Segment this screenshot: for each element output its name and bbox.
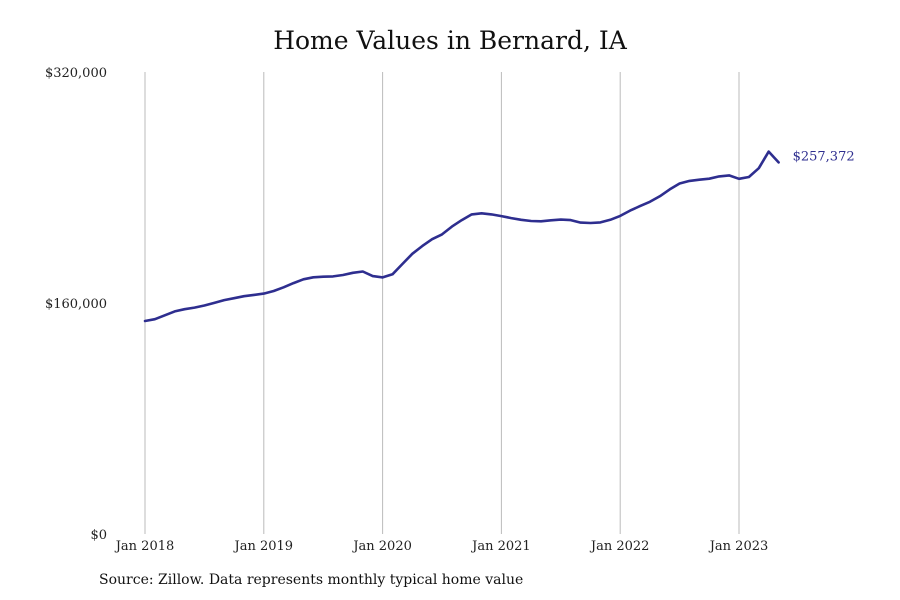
data-point (174, 310, 176, 312)
x-tick-label: Jan 2021 (470, 539, 531, 554)
data-point (273, 290, 275, 292)
chart-title: Home Values in Bernard, IA (273, 26, 627, 55)
x-tick-label: Jan 2020 (351, 539, 412, 554)
data-point (461, 219, 463, 221)
data-point (550, 219, 552, 221)
data-point (233, 297, 235, 299)
data-point (520, 219, 522, 221)
data-point (154, 318, 156, 320)
y-axis-tick-labels: $0 $160,000 $320,000 (45, 66, 107, 543)
data-point (213, 302, 215, 304)
data-point (609, 219, 611, 221)
end-value-label: $257,372 (793, 149, 855, 164)
data-point (678, 182, 680, 184)
y-tick-label: $320,000 (45, 66, 107, 81)
data-point (738, 178, 740, 180)
data-point (500, 215, 502, 217)
data-point (451, 225, 453, 227)
data-point (431, 238, 433, 240)
data-point (510, 217, 512, 219)
x-tick-label: Jan 2022 (589, 539, 650, 554)
data-point (312, 276, 314, 278)
data-point (391, 273, 393, 275)
y-tick-label: $160,000 (45, 297, 107, 312)
data-point (441, 233, 443, 235)
data-point (688, 180, 690, 182)
data-point (718, 175, 720, 177)
data-point (669, 188, 671, 190)
data-point (560, 218, 562, 220)
data-point (471, 213, 473, 215)
data-point (619, 215, 621, 217)
data-point (193, 306, 195, 308)
data-point (540, 220, 542, 222)
source-note: Source: Zillow. Data represents monthly … (99, 572, 524, 588)
grid-lines (144, 72, 740, 534)
data-point (352, 272, 354, 274)
data-point (698, 179, 700, 181)
data-point (490, 213, 492, 215)
data-point (223, 299, 225, 301)
data-point (579, 221, 581, 223)
data-point (183, 308, 185, 310)
data-point (342, 274, 344, 276)
data-point (728, 174, 730, 176)
data-point (144, 320, 146, 322)
data-point (480, 212, 482, 214)
data-point (263, 292, 265, 294)
data-point (708, 178, 710, 180)
data-point (639, 205, 641, 207)
data-point (748, 176, 750, 178)
data-point (599, 221, 601, 223)
data-point (659, 195, 661, 197)
data-point (302, 278, 304, 280)
data-point (253, 294, 255, 296)
x-tick-label: Jan 2018 (114, 539, 175, 554)
data-point (292, 282, 294, 284)
x-tick-label: Jan 2023 (708, 539, 769, 554)
x-axis-tick-labels: Jan 2018 Jan 2019 Jan 2020 Jan 2021 Jan 2022… (114, 539, 769, 554)
data-point (401, 263, 403, 265)
data-point (758, 167, 760, 169)
home-value-line (143, 150, 780, 323)
data-point (629, 209, 631, 211)
data-point (203, 304, 205, 306)
data-point (164, 314, 166, 316)
data-point (768, 150, 770, 152)
data-point (530, 220, 532, 222)
data-point (570, 219, 572, 221)
data-point (282, 286, 284, 288)
data-point (381, 276, 383, 278)
data-point (649, 201, 651, 203)
data-point (362, 270, 364, 272)
data-point (372, 275, 374, 277)
data-point (322, 276, 324, 278)
x-tick-label: Jan 2019 (233, 539, 294, 554)
data-point (589, 222, 591, 224)
y-tick-label: $0 (90, 528, 107, 543)
data-point (243, 295, 245, 297)
data-point (411, 253, 413, 255)
data-point (332, 275, 334, 277)
data-point (421, 245, 423, 247)
data-point (777, 161, 779, 163)
